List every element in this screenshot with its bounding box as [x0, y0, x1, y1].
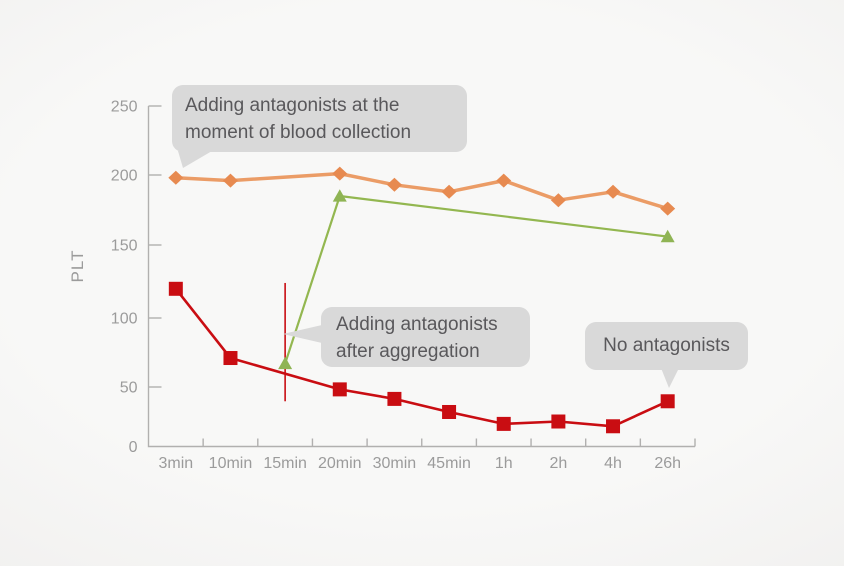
marker-diamond [550, 193, 566, 208]
marker-square [223, 351, 238, 366]
marker-diamond [496, 173, 512, 188]
x-tick-label: 10min [209, 455, 253, 472]
axis-frame [147, 106, 695, 448]
marker-triangle [332, 189, 347, 202]
marker-diamond [441, 184, 457, 199]
marker-triangle [278, 356, 293, 370]
y-axis-title: PLT [68, 250, 87, 283]
x-tick-label: 20min [318, 455, 362, 472]
y-tick-label: 100 [111, 311, 138, 328]
marker-square [387, 391, 402, 406]
y-tick-label: 150 [111, 238, 138, 255]
x-tick-label: 45min [427, 455, 471, 472]
marker-diamond [660, 201, 676, 216]
marker-square [168, 281, 183, 296]
x-tick-label: 4h [604, 455, 622, 472]
marker-diamond [386, 177, 402, 192]
marker-triangle [660, 229, 675, 243]
series-line-diamond [175, 171, 669, 211]
marker-square [606, 419, 621, 434]
marker-square [496, 416, 511, 431]
x-tick-label: 26h [654, 455, 681, 472]
marker-diamond [222, 173, 238, 188]
callout-tail [178, 151, 212, 168]
y-tick-label: 50 [120, 380, 138, 397]
x-tick-label: 2h [549, 455, 567, 472]
y-tick-label: 0 [129, 439, 138, 456]
y-tick-label: 200 [111, 168, 138, 185]
callout-after-aggregation: Adding antagonists after aggregation [283, 307, 530, 367]
marker-diamond [168, 170, 184, 185]
callout-blood-collection: Adding antagonists at the moment of bloo… [172, 85, 467, 168]
callout-text-line: Adding antagonists [336, 314, 498, 335]
marker-square [551, 414, 566, 429]
marker-diamond [332, 166, 348, 181]
marker-square [332, 382, 347, 397]
y-tick-label: 250 [111, 99, 138, 116]
callout-tail [661, 368, 679, 388]
x-tick-label: 15min [263, 455, 307, 472]
x-tick-label: 3min [158, 455, 193, 472]
callout-no-antagonists: No antagonists [585, 322, 748, 388]
marker-diamond [605, 184, 621, 199]
x-tick-label: 30min [373, 455, 417, 472]
callout-text-line: No antagonists [603, 335, 730, 356]
callout-text-line: after aggregation [336, 341, 480, 362]
x-tick-label: 1h [495, 455, 513, 472]
callout-text-line: Adding antagonists at the [185, 95, 400, 116]
callout-tail [283, 325, 322, 343]
marker-square [442, 404, 457, 419]
marker-square [660, 394, 675, 409]
callout-text-line: moment of blood collection [185, 122, 412, 143]
